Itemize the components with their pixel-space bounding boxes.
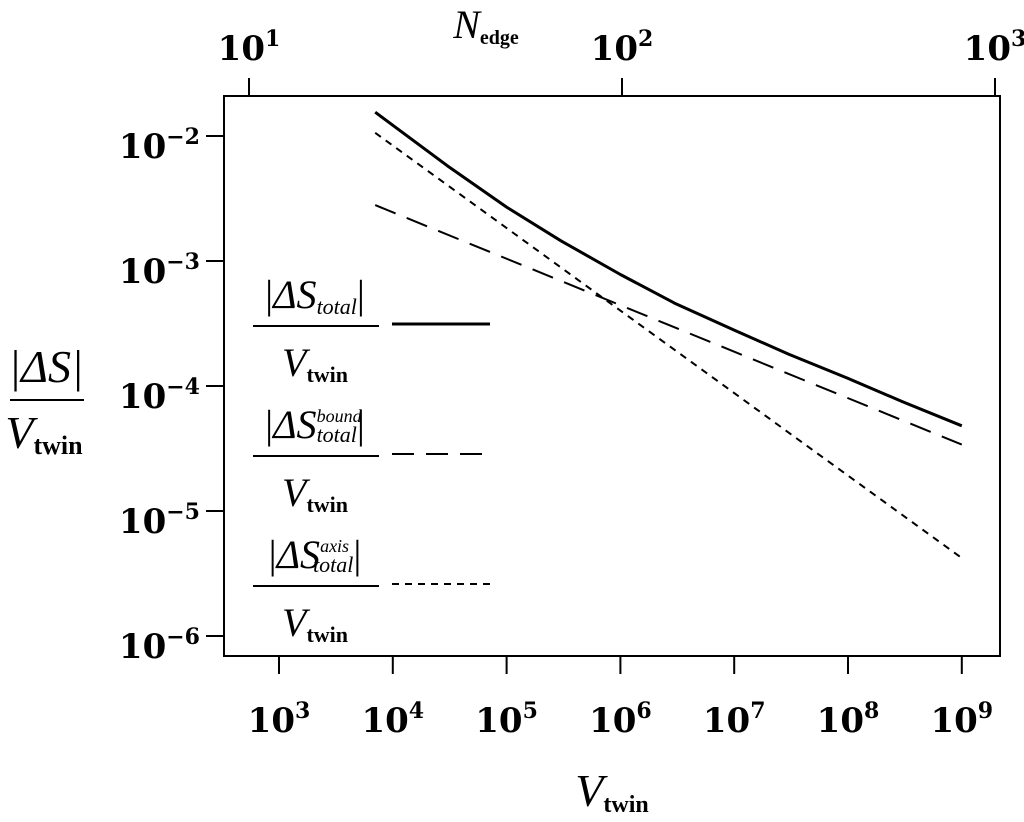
series-bound-line <box>374 204 963 446</box>
x-top-axis-title: Nedge <box>452 2 519 49</box>
plot-frame <box>223 95 1001 657</box>
x-tick-label: 107 <box>703 698 766 741</box>
legend-bound: |ΔSbound total| Vtwin <box>253 402 490 517</box>
series-total-line <box>374 110 963 428</box>
legend-numerator: |ΔStotal| <box>265 272 365 319</box>
legend-denominator: Vtwin <box>282 470 348 517</box>
legend: |ΔStotal|Vtwin|ΔSbound total|Vtwin|ΔSaxis… <box>253 272 490 647</box>
y-tick-label: 10−5 <box>119 499 200 542</box>
ticks: 103 104 105 106 107 108 109 10−2 10−3 10−4 10−5 10−… <box>119 26 1024 741</box>
series-axis-line <box>374 131 963 559</box>
y-axis-title-numerator: |ΔS| <box>8 341 83 392</box>
x-tick-label: 104 <box>361 698 424 741</box>
x-tick-label: 106 <box>589 698 652 741</box>
x-tick-label: 103 <box>248 698 311 741</box>
y-tick-label: 10−3 <box>119 249 200 292</box>
legend-denominator: Vtwin <box>282 340 348 387</box>
y-axis-title-denominator: Vtwin <box>5 407 83 460</box>
axis-titles: Vtwin Nedge |ΔS| Vtwin <box>5 2 648 818</box>
legend-numerator: |ΔSaxis total| <box>269 532 362 577</box>
legend-numerator: |ΔSbound total| <box>265 402 365 447</box>
x-tick-label: 109 <box>930 698 993 741</box>
legend-total: |ΔStotal| Vtwin <box>253 272 490 387</box>
legend-denominator: Vtwin <box>282 600 348 647</box>
x-tick-label: 108 <box>817 698 880 741</box>
y-tick-label: 10−2 <box>119 124 200 167</box>
series-lines <box>374 110 963 559</box>
x-axis-title: Vtwin <box>575 765 648 818</box>
axes <box>223 95 1001 657</box>
x-top-tick-label: 102 <box>591 26 654 69</box>
y-tick-label: 10−4 <box>119 374 200 417</box>
x-top-tick-label: 101 <box>218 26 281 69</box>
x-top-tick-label: 103 <box>964 26 1024 69</box>
legend-axis: |ΔSaxis total| Vtwin <box>253 532 490 647</box>
x-tick-label: 105 <box>475 698 538 741</box>
y-tick-label: 10−6 <box>119 624 200 667</box>
